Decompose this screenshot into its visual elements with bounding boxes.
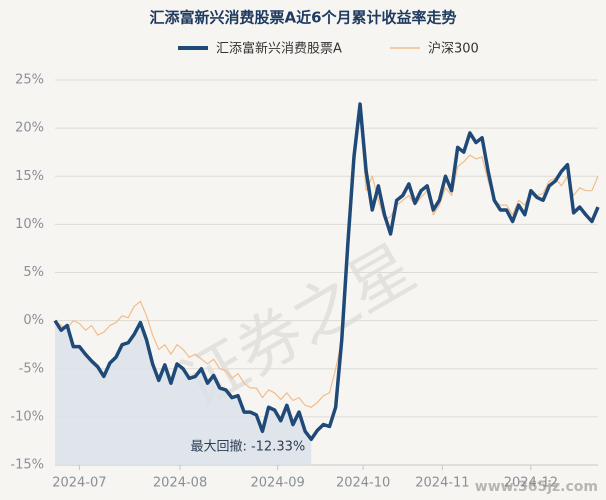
y-tick-label: -15% xyxy=(10,458,44,473)
legend-label: 汇添富新兴消费股票A xyxy=(216,41,342,57)
x-tick-label: 2024-10 xyxy=(336,476,390,491)
y-tick-label: 15% xyxy=(15,169,44,184)
series-line xyxy=(53,102,600,442)
drawdown-area xyxy=(55,320,312,465)
series-line xyxy=(54,113,599,408)
x-tick-label: 2024-12 xyxy=(504,476,558,491)
x-tick-label: 2024-07 xyxy=(52,476,106,491)
y-tick-label: 25% xyxy=(15,73,44,88)
y-tick-label: 10% xyxy=(15,217,44,232)
x-tick-label: 2024-08 xyxy=(153,476,207,491)
y-tick-label: 0% xyxy=(23,313,44,328)
legend-label: 沪深300 xyxy=(428,41,479,57)
watermark: www.365jz.com xyxy=(475,479,598,495)
y-tick-label: 20% xyxy=(15,121,44,136)
y-tick-label: -10% xyxy=(10,409,44,424)
annotation: 最大回撤: -12.33% xyxy=(190,439,305,455)
x-tick-label: 2024-09 xyxy=(251,476,305,491)
y-tick-label: -5% xyxy=(19,361,44,376)
y-tick-label: 5% xyxy=(23,265,44,280)
x-tick-label: 2024-11 xyxy=(415,476,469,491)
chart-title: 汇添富新兴消费股票A近6个月累计收益率走势 xyxy=(149,9,456,27)
